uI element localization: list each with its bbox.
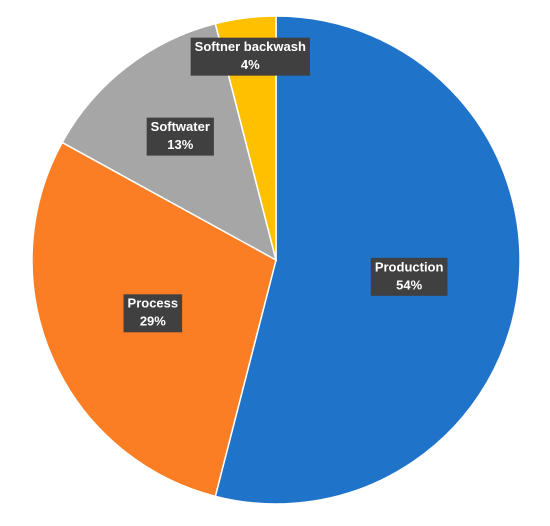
- category-label: Softwater: [151, 119, 210, 134]
- data-label-box: [123, 294, 183, 333]
- data-label: Softner backwash 4%: [190, 37, 310, 76]
- data-label-box: [370, 257, 448, 296]
- value-label: 54%: [396, 277, 422, 292]
- data-label: Process 29%: [123, 294, 183, 333]
- pie-slice: [214, 15, 521, 505]
- data-label: Softwater 13%: [146, 117, 214, 156]
- data-label-box: [190, 37, 310, 76]
- value-label: 29%: [140, 314, 166, 329]
- category-label: Softner backwash: [195, 39, 306, 54]
- category-label: Production: [375, 259, 444, 274]
- data-label-box: [146, 117, 214, 156]
- pie-slice: [214, 15, 277, 261]
- category-label: Process: [128, 296, 179, 311]
- value-label: 13%: [167, 137, 193, 152]
- data-label: Production 54%: [370, 257, 448, 296]
- value-label: 4%: [241, 57, 260, 72]
